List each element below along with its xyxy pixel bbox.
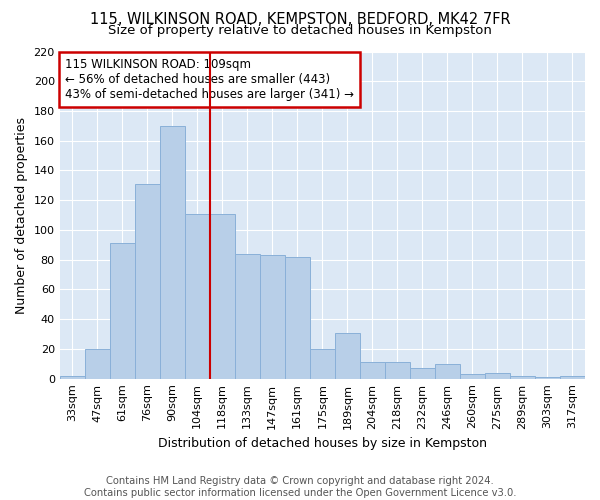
Text: 115 WILKINSON ROAD: 109sqm
← 56% of detached houses are smaller (443)
43% of sem: 115 WILKINSON ROAD: 109sqm ← 56% of deta… <box>65 58 354 101</box>
Bar <box>135 184 160 378</box>
Bar <box>310 349 335 378</box>
Bar <box>435 364 460 378</box>
Text: Contains HM Land Registry data © Crown copyright and database right 2024.
Contai: Contains HM Land Registry data © Crown c… <box>84 476 516 498</box>
Text: 115, WILKINSON ROAD, KEMPSTON, BEDFORD, MK42 7FR: 115, WILKINSON ROAD, KEMPSTON, BEDFORD, … <box>89 12 511 28</box>
Bar <box>410 368 435 378</box>
Bar <box>385 362 410 378</box>
Bar <box>260 255 285 378</box>
Bar <box>210 214 235 378</box>
Bar <box>510 376 535 378</box>
Bar <box>185 214 210 378</box>
Bar <box>560 376 585 378</box>
Bar <box>460 374 485 378</box>
Y-axis label: Number of detached properties: Number of detached properties <box>15 116 28 314</box>
Bar <box>360 362 385 378</box>
Bar <box>235 254 260 378</box>
Bar <box>85 349 110 378</box>
Bar <box>59 376 85 378</box>
Bar <box>335 332 360 378</box>
Bar <box>485 372 510 378</box>
Text: Size of property relative to detached houses in Kempston: Size of property relative to detached ho… <box>108 24 492 37</box>
Bar <box>110 244 135 378</box>
Bar <box>285 256 310 378</box>
Bar <box>535 377 560 378</box>
X-axis label: Distribution of detached houses by size in Kempston: Distribution of detached houses by size … <box>158 437 487 450</box>
Bar <box>160 126 185 378</box>
